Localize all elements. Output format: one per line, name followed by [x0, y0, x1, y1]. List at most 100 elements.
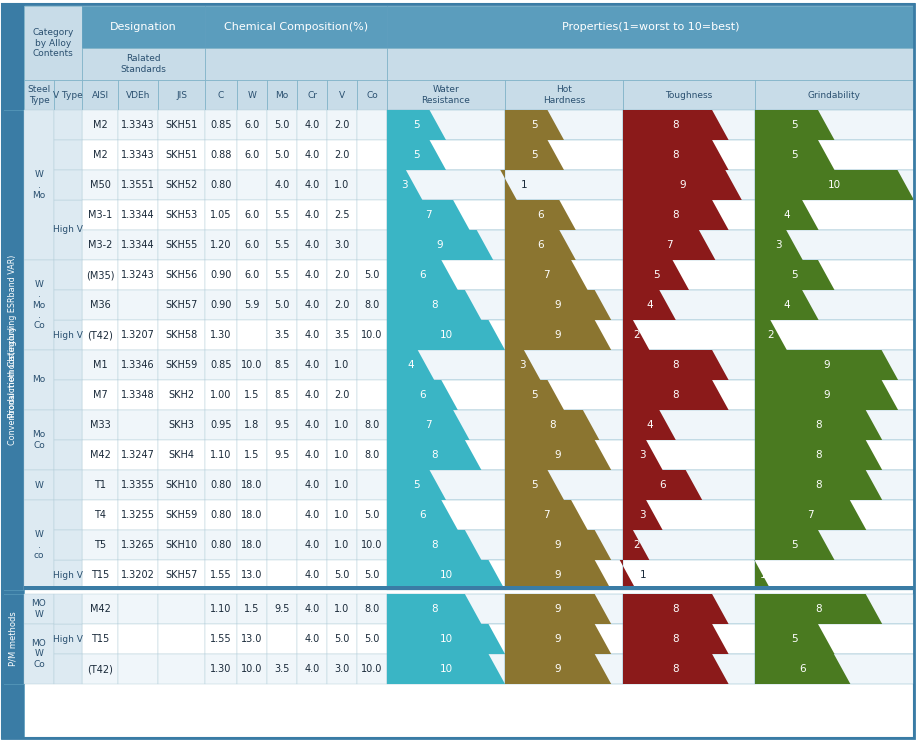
Text: 5: 5: [531, 390, 538, 400]
Text: 4.0: 4.0: [304, 150, 320, 160]
Bar: [118, 320, 158, 350]
Bar: [755, 200, 914, 230]
Bar: [327, 170, 357, 200]
Bar: [158, 470, 205, 500]
Bar: [158, 260, 205, 290]
Bar: [158, 230, 205, 260]
Bar: [357, 230, 387, 260]
Bar: [387, 320, 505, 350]
Polygon shape: [623, 200, 728, 230]
Text: 1.30: 1.30: [211, 664, 232, 674]
Bar: [158, 440, 205, 470]
Bar: [158, 320, 205, 350]
Text: 10.0: 10.0: [361, 330, 383, 340]
Bar: [24, 6, 82, 80]
Text: 1.3344: 1.3344: [121, 210, 155, 220]
Text: 10.0: 10.0: [241, 360, 263, 370]
Bar: [158, 530, 205, 560]
Text: MO
W: MO W: [32, 599, 47, 619]
Polygon shape: [387, 350, 434, 380]
Bar: [297, 320, 327, 350]
Bar: [267, 350, 297, 380]
Text: 5: 5: [413, 150, 420, 160]
Bar: [327, 350, 357, 380]
Text: M1: M1: [93, 360, 107, 370]
Bar: [357, 110, 387, 140]
Text: 8: 8: [672, 634, 679, 644]
Text: 13.0: 13.0: [241, 570, 263, 580]
Bar: [82, 410, 118, 440]
Text: 8: 8: [431, 540, 438, 550]
Polygon shape: [387, 170, 422, 200]
Text: 18.0: 18.0: [241, 480, 263, 490]
Bar: [387, 140, 505, 170]
Polygon shape: [505, 530, 611, 560]
Text: 0.80: 0.80: [211, 510, 232, 520]
Polygon shape: [505, 470, 564, 500]
Bar: [158, 624, 205, 654]
Bar: [82, 110, 118, 140]
Bar: [267, 500, 297, 530]
Bar: [755, 110, 914, 140]
Text: 6: 6: [537, 240, 544, 250]
Bar: [237, 320, 267, 350]
Text: 5: 5: [791, 120, 798, 130]
Polygon shape: [387, 110, 446, 140]
Bar: [267, 260, 297, 290]
Text: 6: 6: [420, 390, 426, 400]
Bar: [755, 290, 914, 320]
Bar: [505, 410, 623, 440]
Bar: [82, 290, 118, 320]
Bar: [54, 140, 82, 170]
Bar: [24, 260, 54, 350]
Bar: [297, 624, 327, 654]
Bar: [24, 586, 914, 590]
Text: 1.30: 1.30: [211, 330, 232, 340]
Bar: [237, 380, 267, 410]
Bar: [118, 290, 158, 320]
Bar: [82, 560, 118, 590]
Text: 3.0: 3.0: [334, 664, 350, 674]
Bar: [24, 80, 54, 110]
Text: M42: M42: [90, 450, 111, 460]
Text: 1.3243: 1.3243: [121, 270, 155, 280]
Bar: [205, 440, 237, 470]
Text: 2.0: 2.0: [334, 300, 350, 310]
Bar: [54, 350, 82, 380]
Text: 8: 8: [672, 360, 679, 370]
Bar: [357, 260, 387, 290]
Bar: [158, 500, 205, 530]
Text: 1.3202: 1.3202: [121, 570, 155, 580]
Text: SKH57: SKH57: [165, 300, 198, 310]
Bar: [267, 320, 297, 350]
Bar: [24, 470, 54, 500]
Bar: [205, 624, 237, 654]
Bar: [82, 470, 118, 500]
Text: 1.5: 1.5: [245, 450, 260, 460]
Text: 5.0: 5.0: [365, 270, 380, 280]
Bar: [623, 380, 755, 410]
Polygon shape: [387, 560, 505, 590]
Text: 4.0: 4.0: [304, 540, 320, 550]
Text: 3: 3: [401, 180, 408, 190]
Polygon shape: [505, 110, 564, 140]
Bar: [357, 654, 387, 684]
Bar: [357, 200, 387, 230]
Bar: [357, 530, 387, 560]
Text: 5.0: 5.0: [365, 510, 380, 520]
Bar: [205, 290, 237, 320]
Bar: [205, 140, 237, 170]
Polygon shape: [387, 530, 482, 560]
Text: 1: 1: [759, 570, 767, 580]
Polygon shape: [387, 410, 470, 440]
Text: 9.5: 9.5: [274, 420, 289, 430]
Bar: [297, 560, 327, 590]
Text: Water
Resistance: Water Resistance: [421, 85, 471, 104]
Bar: [205, 320, 237, 350]
Text: 4.0: 4.0: [304, 450, 320, 460]
Bar: [54, 440, 82, 470]
Bar: [623, 654, 755, 684]
Text: T15: T15: [91, 570, 109, 580]
Bar: [24, 624, 54, 684]
Bar: [327, 410, 357, 440]
